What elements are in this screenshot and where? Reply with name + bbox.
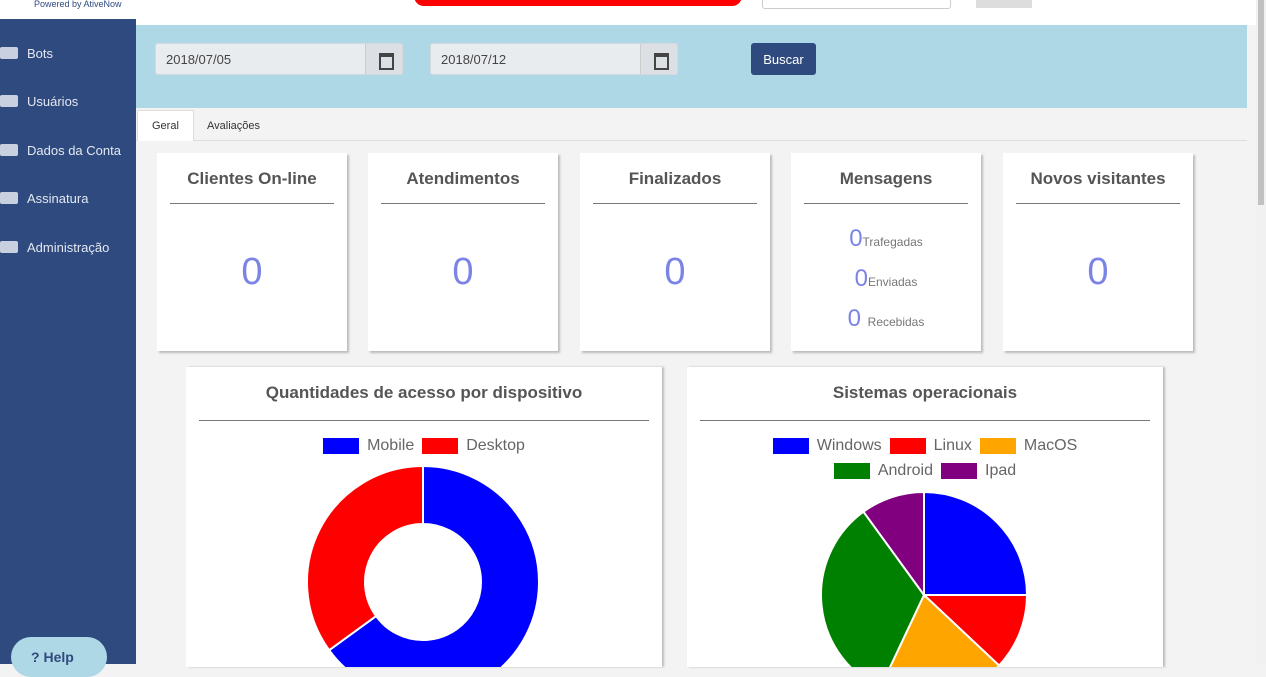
chart xyxy=(306,464,540,667)
legend: Mobile Desktop xyxy=(246,437,602,455)
powered-by: Powered by AtiveNow xyxy=(34,0,122,9)
nav-item[interactable]: Dados da Conta xyxy=(0,135,136,165)
chart-title: Sistemas operacionais xyxy=(700,383,1150,421)
card-title: Clientes On-line xyxy=(170,169,334,204)
message-label: Recebidas xyxy=(867,315,925,329)
tab[interactable]: Avaliações xyxy=(207,119,260,132)
top-bar xyxy=(136,0,1256,25)
legend-item[interactable]: Desktop xyxy=(422,437,525,455)
message-row: 0Trafegadas xyxy=(791,225,981,253)
start-date: 2018/07/05 xyxy=(166,52,232,67)
search-button[interactable]: Buscar xyxy=(751,43,816,75)
pie-slice[interactable] xyxy=(880,593,1001,667)
top-button[interactable] xyxy=(976,0,1032,8)
stat-card: Novos visitantes 0 xyxy=(1003,153,1193,351)
card-title: Finalizados xyxy=(593,169,757,204)
legend-item[interactable]: Android xyxy=(833,462,933,480)
legend-item[interactable]: Mobile xyxy=(323,437,414,455)
legend-label: Windows xyxy=(816,437,882,454)
card-title: Novos visitantes xyxy=(1016,169,1180,204)
search-input[interactable] xyxy=(762,0,951,9)
message-row: 0Enviadas xyxy=(791,265,981,293)
pie-slice[interactable] xyxy=(862,490,925,599)
card-value: 0 xyxy=(664,251,686,293)
legend-item[interactable]: Linux xyxy=(889,437,972,455)
start-date-input[interactable]: 2018/07/05 xyxy=(155,43,403,75)
nav-label: Bots xyxy=(27,45,54,61)
legend-item[interactable]: MacOS xyxy=(979,437,1078,455)
alert-button[interactable] xyxy=(414,0,742,6)
legend: Windows Linux MacOS Android Ipad xyxy=(757,437,1093,480)
legend-swatch xyxy=(941,463,977,479)
message-value: 0 xyxy=(854,265,868,292)
card-value: 0 xyxy=(452,251,474,293)
legend-label: Linux xyxy=(933,437,972,454)
nav-item[interactable]: Usuários xyxy=(0,86,136,116)
message-value: 0 xyxy=(849,225,863,252)
card-value: 0 xyxy=(241,251,263,293)
legend-swatch xyxy=(323,438,360,454)
card-title: Mensagens xyxy=(804,169,968,204)
pie-slice[interactable] xyxy=(923,490,1029,596)
scrollbar[interactable] xyxy=(1256,0,1266,664)
legend-item[interactable]: Ipad xyxy=(941,462,1016,480)
card-value: 0 xyxy=(1087,251,1109,293)
nav-label: Assinatura xyxy=(27,190,89,206)
end-date: 2018/07/12 xyxy=(441,52,507,67)
legend-swatch xyxy=(833,463,870,479)
stat-card: Finalizados 0 xyxy=(580,153,770,351)
legend-swatch xyxy=(772,438,809,454)
donut-segment[interactable] xyxy=(327,464,540,667)
pie-slice[interactable] xyxy=(820,510,926,667)
card-title: Atendimentos xyxy=(381,169,545,204)
legend-item[interactable]: Windows xyxy=(772,437,882,455)
nav-item[interactable]: Bots xyxy=(0,38,136,68)
legend-swatch xyxy=(422,438,459,454)
sidebar: Powered by AtiveNow Bots Usuários Dados … xyxy=(0,0,136,677)
stat-card: Clientes On-line 0 xyxy=(157,153,347,351)
donut-segment[interactable] xyxy=(306,464,424,652)
chart-panel: Sistemas operacionais Windows Linux MacOS An… xyxy=(687,367,1163,667)
help-label: Help xyxy=(43,649,74,665)
tab[interactable]: Geral xyxy=(137,110,194,141)
legend-label: MacOS xyxy=(1023,437,1078,454)
chart-panel: Quantidades de acesso por dispositivo Mob… xyxy=(186,367,662,667)
tab-line xyxy=(136,140,1247,141)
message-label: Enviadas xyxy=(867,275,918,289)
legend-label: Desktop xyxy=(466,437,525,454)
brand: Powered by AtiveNow xyxy=(0,0,136,19)
nav-item[interactable]: Assinatura xyxy=(0,183,136,213)
legend-label: Mobile xyxy=(367,437,415,454)
stat-card: Mensagens 0Trafegadas 0Enviadas 0 Recebi… xyxy=(791,153,981,351)
legend-swatch xyxy=(979,438,1016,454)
legend-swatch xyxy=(889,438,926,454)
message-row: 0 Recebidas xyxy=(791,305,981,333)
end-date-input[interactable]: 2018/07/12 xyxy=(430,43,678,75)
stat-card: Atendimentos 0 xyxy=(368,153,558,351)
message-label: Trafegadas xyxy=(862,235,923,249)
nav-item[interactable]: Administração xyxy=(0,232,136,262)
legend-label: Android xyxy=(877,462,933,479)
help-button[interactable]: ? Help xyxy=(11,637,107,677)
nav-label: Usuários xyxy=(27,93,79,109)
nav-label: Dados da Conta xyxy=(27,142,121,158)
message-value: 0 xyxy=(847,305,861,332)
chart-title: Quantidades de acesso por dispositivo xyxy=(199,383,649,421)
nav-label: Administração xyxy=(27,239,110,255)
legend-label: Ipad xyxy=(985,462,1017,479)
